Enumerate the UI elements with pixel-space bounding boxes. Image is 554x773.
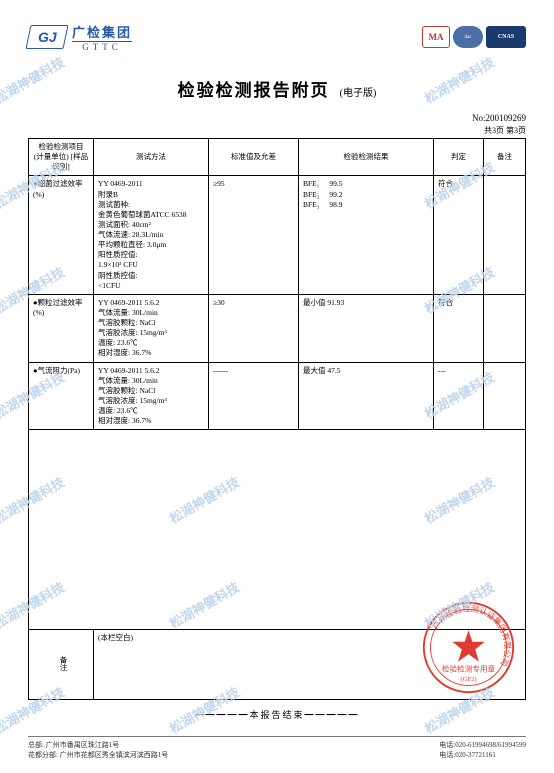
- cell-judge: 符合: [434, 294, 484, 362]
- cell-note: [484, 362, 526, 430]
- cell-result: 最大值 47.5: [299, 362, 434, 430]
- cell-item: ●细菌过滤效率(%): [29, 176, 94, 294]
- cell-result: BFE₁ BFE₂ BFE₃99.5 99.2 98.9: [299, 176, 434, 294]
- footer-tel1: 电话:020-61994698/61994599: [439, 741, 526, 751]
- svg-text:广州检验检测认证集团有限公司: 广州检验检测认证集团有限公司: [430, 603, 512, 667]
- title-row: 检验检测报告附页 (电子版): [28, 76, 526, 101]
- th-note: 备注: [484, 139, 526, 176]
- cell-judge: ---: [434, 362, 484, 430]
- page: GJ 广检集团 GTTC MA ilac CNAS 检验检测报告附页 (电子版)…: [0, 0, 554, 773]
- cert-ilac-icon: ilac: [453, 26, 483, 48]
- cell-note: [484, 294, 526, 362]
- notes-label-cell: 备注: [29, 630, 94, 700]
- th-judge: 判定: [434, 139, 484, 176]
- page-info: 共3页 第3页: [28, 125, 526, 136]
- cell-item: ●颗粒过滤效率(%): [29, 294, 94, 362]
- svg-text:检验检测专用章: 检验检测专用章: [442, 663, 496, 673]
- th-standard: 标准值及允差: [209, 139, 299, 176]
- cell-method: YY 0469-2011 5.6.2 气体流量: 30L/min 气溶胶颗粒: …: [94, 362, 209, 430]
- footer-addr2: 花都分部: 广州市花都区秀全镇滨河滨西路1号: [28, 751, 168, 761]
- logo-block: GJ 广检集团 GTTC: [28, 22, 132, 52]
- end-marker: ━━━━━本报告结束━━━━━: [28, 708, 526, 721]
- cert-block: MA ilac CNAS: [422, 26, 526, 48]
- cell-note: [484, 176, 526, 294]
- table-row: ●颗粒过滤效率(%)YY 0469-2011 5.6.2 气体流量: 30L/m…: [29, 294, 526, 362]
- logo-en: GTTC: [72, 41, 132, 52]
- header: GJ 广检集团 GTTC MA ilac CNAS: [28, 18, 526, 56]
- th-result: 检验检测结果: [299, 139, 434, 176]
- logo-cn: 广检集团: [72, 22, 132, 41]
- table-row: ●气流阻力(Pa)YY 0469-2011 5.6.2 气体流量: 30L/mi…: [29, 362, 526, 430]
- cell-item: ●气流阻力(Pa): [29, 362, 94, 430]
- report-number: No:200109269: [28, 113, 526, 123]
- stamp-seal: 广州检验检测认证集团有限公司 检验检测专用章 (GF2): [421, 600, 516, 695]
- cell-standard: ------: [209, 362, 299, 430]
- cell-result: 最小值 91.93: [299, 294, 434, 362]
- page-subtitle: (电子版): [340, 88, 377, 99]
- svg-text:(GF2): (GF2): [460, 676, 476, 683]
- footer: 总部: 广州市番禺区珠江路1号 花都分部: 广州市花都区秀全镇滨河滨西路1号 电…: [28, 736, 526, 761]
- cell-method: YY 0469-2011 5.6.2 气体流量: 30L/min 气溶胶颗粒: …: [94, 294, 209, 362]
- page-title: 检验检测报告附页: [178, 81, 330, 100]
- cell-standard: ≥95: [209, 176, 299, 294]
- cert-cnas-icon: CNAS: [486, 26, 526, 48]
- th-item: 检验检测项目 (计量单位) [样品识别]: [29, 139, 94, 176]
- cell-method: YY 0469-2011 附录B 测试菌种: 金黄色葡萄球菌ATCC 6538 …: [94, 176, 209, 294]
- th-method: 测试方法: [94, 139, 209, 176]
- footer-tel2: 电话:020-37721161: [439, 751, 526, 761]
- cell-standard: ≥30: [209, 294, 299, 362]
- cert-ma-icon: MA: [422, 26, 450, 48]
- logo-icon: GJ: [25, 25, 68, 49]
- cell-judge: 符合: [434, 176, 484, 294]
- table-row: ●细菌过滤效率(%)YY 0469-2011 附录B 测试菌种: 金黄色葡萄球菌…: [29, 176, 526, 294]
- footer-addr1: 总部: 广州市番禺区珠江路1号: [28, 741, 168, 751]
